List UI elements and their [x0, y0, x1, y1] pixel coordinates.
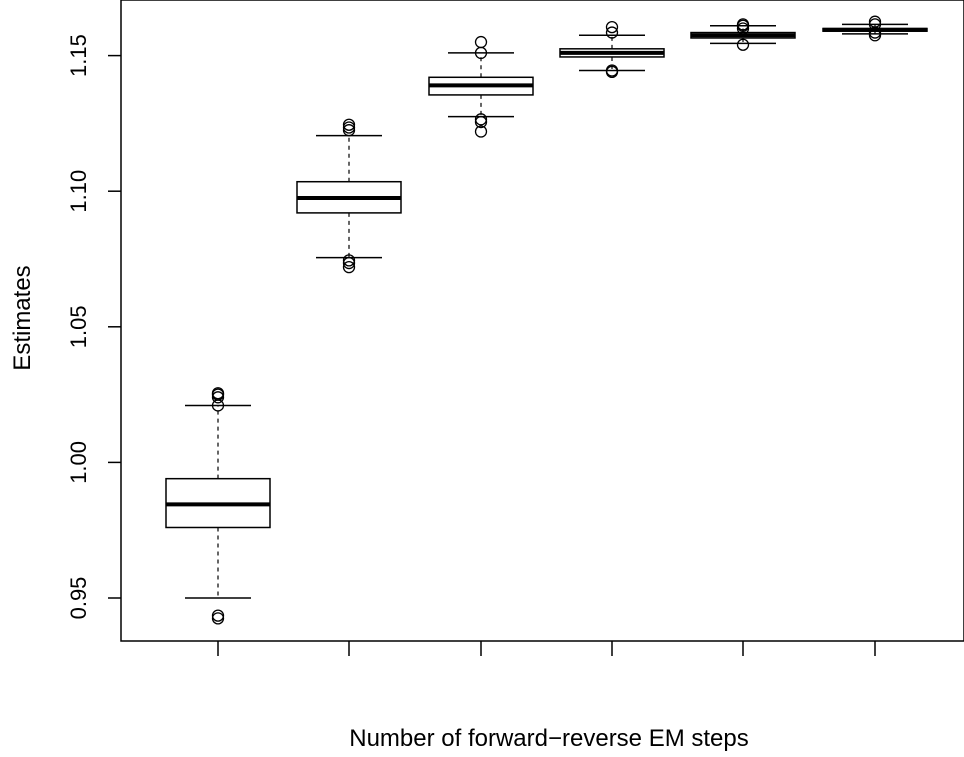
outlier-point	[342, 118, 356, 131]
outlier-point	[868, 15, 882, 28]
box-5	[690, 18, 796, 51]
box-1	[165, 387, 271, 625]
outlier-point	[736, 38, 750, 51]
x-axis	[217, 641, 876, 656]
y-tick-label: 1.15	[66, 34, 91, 77]
box-6	[822, 15, 928, 42]
outlier-point	[342, 121, 356, 134]
outlier-point	[211, 609, 225, 622]
outlier-point	[474, 35, 488, 49]
boxes	[165, 15, 928, 625]
outlier-point	[474, 113, 488, 126]
plot-frame	[120, 0, 964, 642]
outlier-point	[736, 18, 750, 31]
outlier-point	[342, 254, 356, 267]
outlier-point	[605, 64, 619, 77]
outlier-point	[474, 125, 488, 138]
y-tick-label: 1.10	[66, 170, 91, 213]
y-tick-label: 0.95	[66, 577, 91, 620]
outlier-point	[605, 20, 619, 34]
outlier-point	[211, 387, 225, 400]
box-3	[428, 35, 534, 138]
y-axis: 0.95 1.00 1.05 1.10 1.15	[66, 34, 121, 619]
outlier-point	[211, 612, 225, 625]
x-axis-title: Number of forward−reverse EM steps	[349, 725, 748, 752]
box-2	[296, 118, 402, 274]
box-4	[559, 20, 665, 79]
y-tick-label: 1.05	[66, 305, 91, 348]
outlier-point	[342, 260, 356, 274]
outlier-point	[605, 26, 619, 39]
y-tick-label: 1.00	[66, 441, 91, 484]
y-axis-title: Estimates	[9, 265, 36, 370]
